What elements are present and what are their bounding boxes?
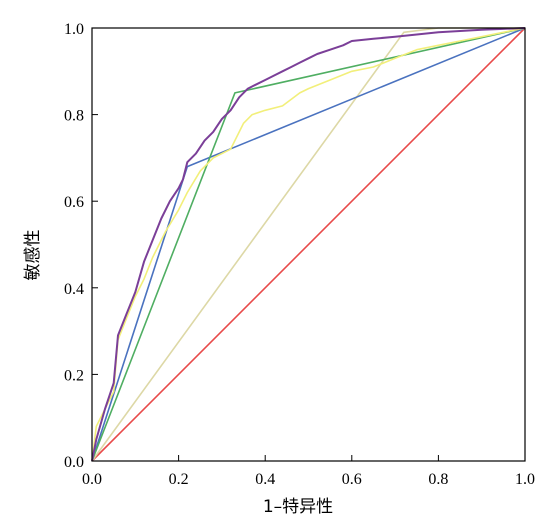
series-line-0 (91, 27, 526, 462)
y-tick-label-4: 0.8 (64, 108, 84, 125)
x-tick-label-0: 0.0 (82, 471, 102, 488)
y-tick-label-0: 0.0 (64, 454, 84, 471)
series-line-3 (91, 27, 526, 462)
x-tick-label-1: 0.2 (169, 471, 189, 488)
series-line-4 (91, 27, 526, 462)
y-tick-label-1: 0.2 (64, 367, 84, 384)
x-axis-title: 1–特异性 (263, 497, 333, 517)
series-line-2 (91, 27, 526, 462)
x-tick-label-2: 0.4 (255, 471, 275, 488)
y-axis-title: 敏感性 (23, 230, 43, 281)
x-tick-label-5: 1.0 (515, 471, 535, 488)
series-line-5 (91, 27, 526, 462)
plot-frame (91, 27, 526, 462)
y-tick-label-2: 0.4 (64, 281, 84, 298)
y-tick-label-5: 1.0 (64, 21, 84, 38)
ticks-layer: 0.0 0.2 0.4 0.6 0.8 1.0 0.0 0.2 0.4 0.6 0.8 1.0 (64, 21, 535, 488)
x-tick-label-4: 0.8 (428, 471, 448, 488)
series-layer (91, 27, 526, 462)
x-tick-label-3: 0.6 (342, 471, 362, 488)
y-tick-label-3: 0.6 (64, 194, 84, 211)
